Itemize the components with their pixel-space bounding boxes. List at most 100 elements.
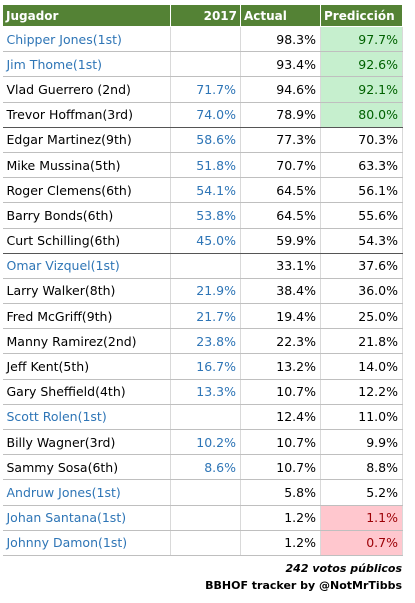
pct-actual: 22.3% [240,328,321,355]
player-name: Johnny Damon(1st) [2,530,171,556]
pct-actual: 77.3% [240,127,321,153]
header-cell: Jugador [2,4,171,27]
table-row: Barry Bonds(6th) 53.8% 64.5% 55.6% [2,202,403,229]
player-name: Billy Wagner(3rd) [2,429,171,456]
pct-prediction: 92.6% [320,51,403,78]
player-name: Johan Santana(1st) [2,505,171,531]
pct-prediction: 14.0% [320,353,403,380]
pct-actual: 38.4% [240,278,321,305]
pct-actual: 64.5% [240,177,321,204]
pct-2017 [170,26,241,53]
player-name: Edgar Martinez(9th) [2,127,171,153]
table-row: Vlad Guerrero (2nd) 71.7% 94.6% 92.1% [2,76,403,103]
pct-actual: 93.4% [240,51,321,78]
pct-prediction: 55.6% [320,202,403,229]
table-row: Mike Mussina(5th) 51.8% 70.7% 63.3% [2,152,403,179]
footer: 242 votos públicos BBHOF tracker by @Not… [205,560,402,594]
pct-2017: 71.7% [170,76,241,103]
pct-prediction: 0.7% [320,530,403,556]
player-name: Vlad Guerrero (2nd) [2,76,171,103]
pct-actual: 10.7% [240,379,321,405]
pct-2017: 10.2% [170,429,241,456]
pct-actual: 64.5% [240,202,321,229]
pct-prediction: 11.0% [320,404,403,431]
pct-prediction: 25.0% [320,303,403,330]
player-name: Scott Rolen(1st) [2,404,171,431]
pct-2017: 23.8% [170,328,241,355]
pct-2017 [170,479,241,506]
footer-line: 242 votos públicos [285,562,402,575]
player-name: Fred McGriff(9th) [2,303,171,330]
pct-actual: 70.7% [240,152,321,179]
table-row: Andruw Jones(1st) 5.8% 5.2% [2,479,403,506]
table-row: Edgar Martinez(9th) 58.6% 77.3% 70.3% [2,127,403,153]
header-cell: Actual [240,4,321,27]
pct-prediction: 8.8% [320,454,403,481]
player-name: Curt Schilling(6th) [2,228,171,254]
pct-actual: 13.2% [240,353,321,380]
pct-2017 [170,404,241,431]
pct-prediction: 70.3% [320,127,403,153]
footer-line: BBHOF tracker by @NotMrTibbs [205,579,402,592]
table-row: Omar Vizquel(1st) 33.1% 37.6% [2,253,403,279]
player-name: Chipper Jones(1st) [2,26,171,53]
pct-2017 [170,51,241,78]
table-row: Larry Walker(8th) 21.9% 38.4% 36.0% [2,278,403,305]
pct-prediction: 92.1% [320,76,403,103]
pct-prediction: 1.1% [320,505,403,531]
table-row: Jeff Kent(5th) 16.7% 13.2% 14.0% [2,353,403,380]
pct-prediction: 80.0% [320,102,403,128]
pct-2017: 54.1% [170,177,241,204]
pct-2017: 8.6% [170,454,241,481]
header-cell: 2017 [170,4,241,27]
table-row: Jim Thome(1st) 93.4% 92.6% [2,51,403,78]
table-row: Billy Wagner(3rd) 10.2% 10.7% 9.9% [2,429,403,456]
player-name: Manny Ramirez(2nd) [2,328,171,355]
pct-actual: 94.6% [240,76,321,103]
pct-2017 [170,505,241,531]
pct-actual: 1.2% [240,530,321,556]
player-name: Trevor Hoffman(3rd) [2,102,171,128]
table-row: Gary Sheffield(4th) 13.3% 10.7% 12.2% [2,379,403,405]
player-name: Jeff Kent(5th) [2,353,171,380]
player-name: Mike Mussina(5th) [2,152,171,179]
pct-2017 [170,530,241,556]
table-row: Johan Santana(1st) 1.2% 1.1% [2,505,403,531]
pct-actual: 12.4% [240,404,321,431]
player-name: Larry Walker(8th) [2,278,171,305]
pct-prediction: 63.3% [320,152,403,179]
pct-prediction: 21.8% [320,328,403,355]
pct-2017: 13.3% [170,379,241,405]
pct-prediction: 5.2% [320,479,403,506]
pct-actual: 5.8% [240,479,321,506]
pct-prediction: 37.6% [320,253,403,279]
pct-actual: 10.7% [240,429,321,456]
pct-actual: 33.1% [240,253,321,279]
player-name: Gary Sheffield(4th) [2,379,171,405]
pct-2017: 51.8% [170,152,241,179]
pct-prediction: 56.1% [320,177,403,204]
table-row: Curt Schilling(6th) 45.0% 59.9% 54.3% [2,228,403,254]
pct-prediction: 36.0% [320,278,403,305]
table-row: Scott Rolen(1st) 12.4% 11.0% [2,404,403,431]
pct-2017: 45.0% [170,228,241,254]
player-name: Sammy Sosa(6th) [2,454,171,481]
pct-prediction: 9.9% [320,429,403,456]
pct-actual: 1.2% [240,505,321,531]
pct-actual: 59.9% [240,228,321,254]
header-cell: Predicción [320,4,403,27]
pct-2017: 21.9% [170,278,241,305]
pct-actual: 78.9% [240,102,321,128]
header-row: Jugador 2017 Actual Predicción [2,4,403,27]
table-row: Chipper Jones(1st) 98.3% 97.7% [2,26,403,53]
pct-actual: 98.3% [240,26,321,53]
pct-prediction: 12.2% [320,379,403,405]
pct-2017 [170,253,241,279]
table-row: Manny Ramirez(2nd) 23.8% 22.3% 21.8% [2,328,403,355]
pct-actual: 10.7% [240,454,321,481]
table-row: Roger Clemens(6th) 54.1% 64.5% 56.1% [2,177,403,204]
player-name: Roger Clemens(6th) [2,177,171,204]
pct-prediction: 54.3% [320,228,403,254]
table-body: Chipper Jones(1st) 98.3% 97.7% Jim Thome(1s… [2,26,403,556]
